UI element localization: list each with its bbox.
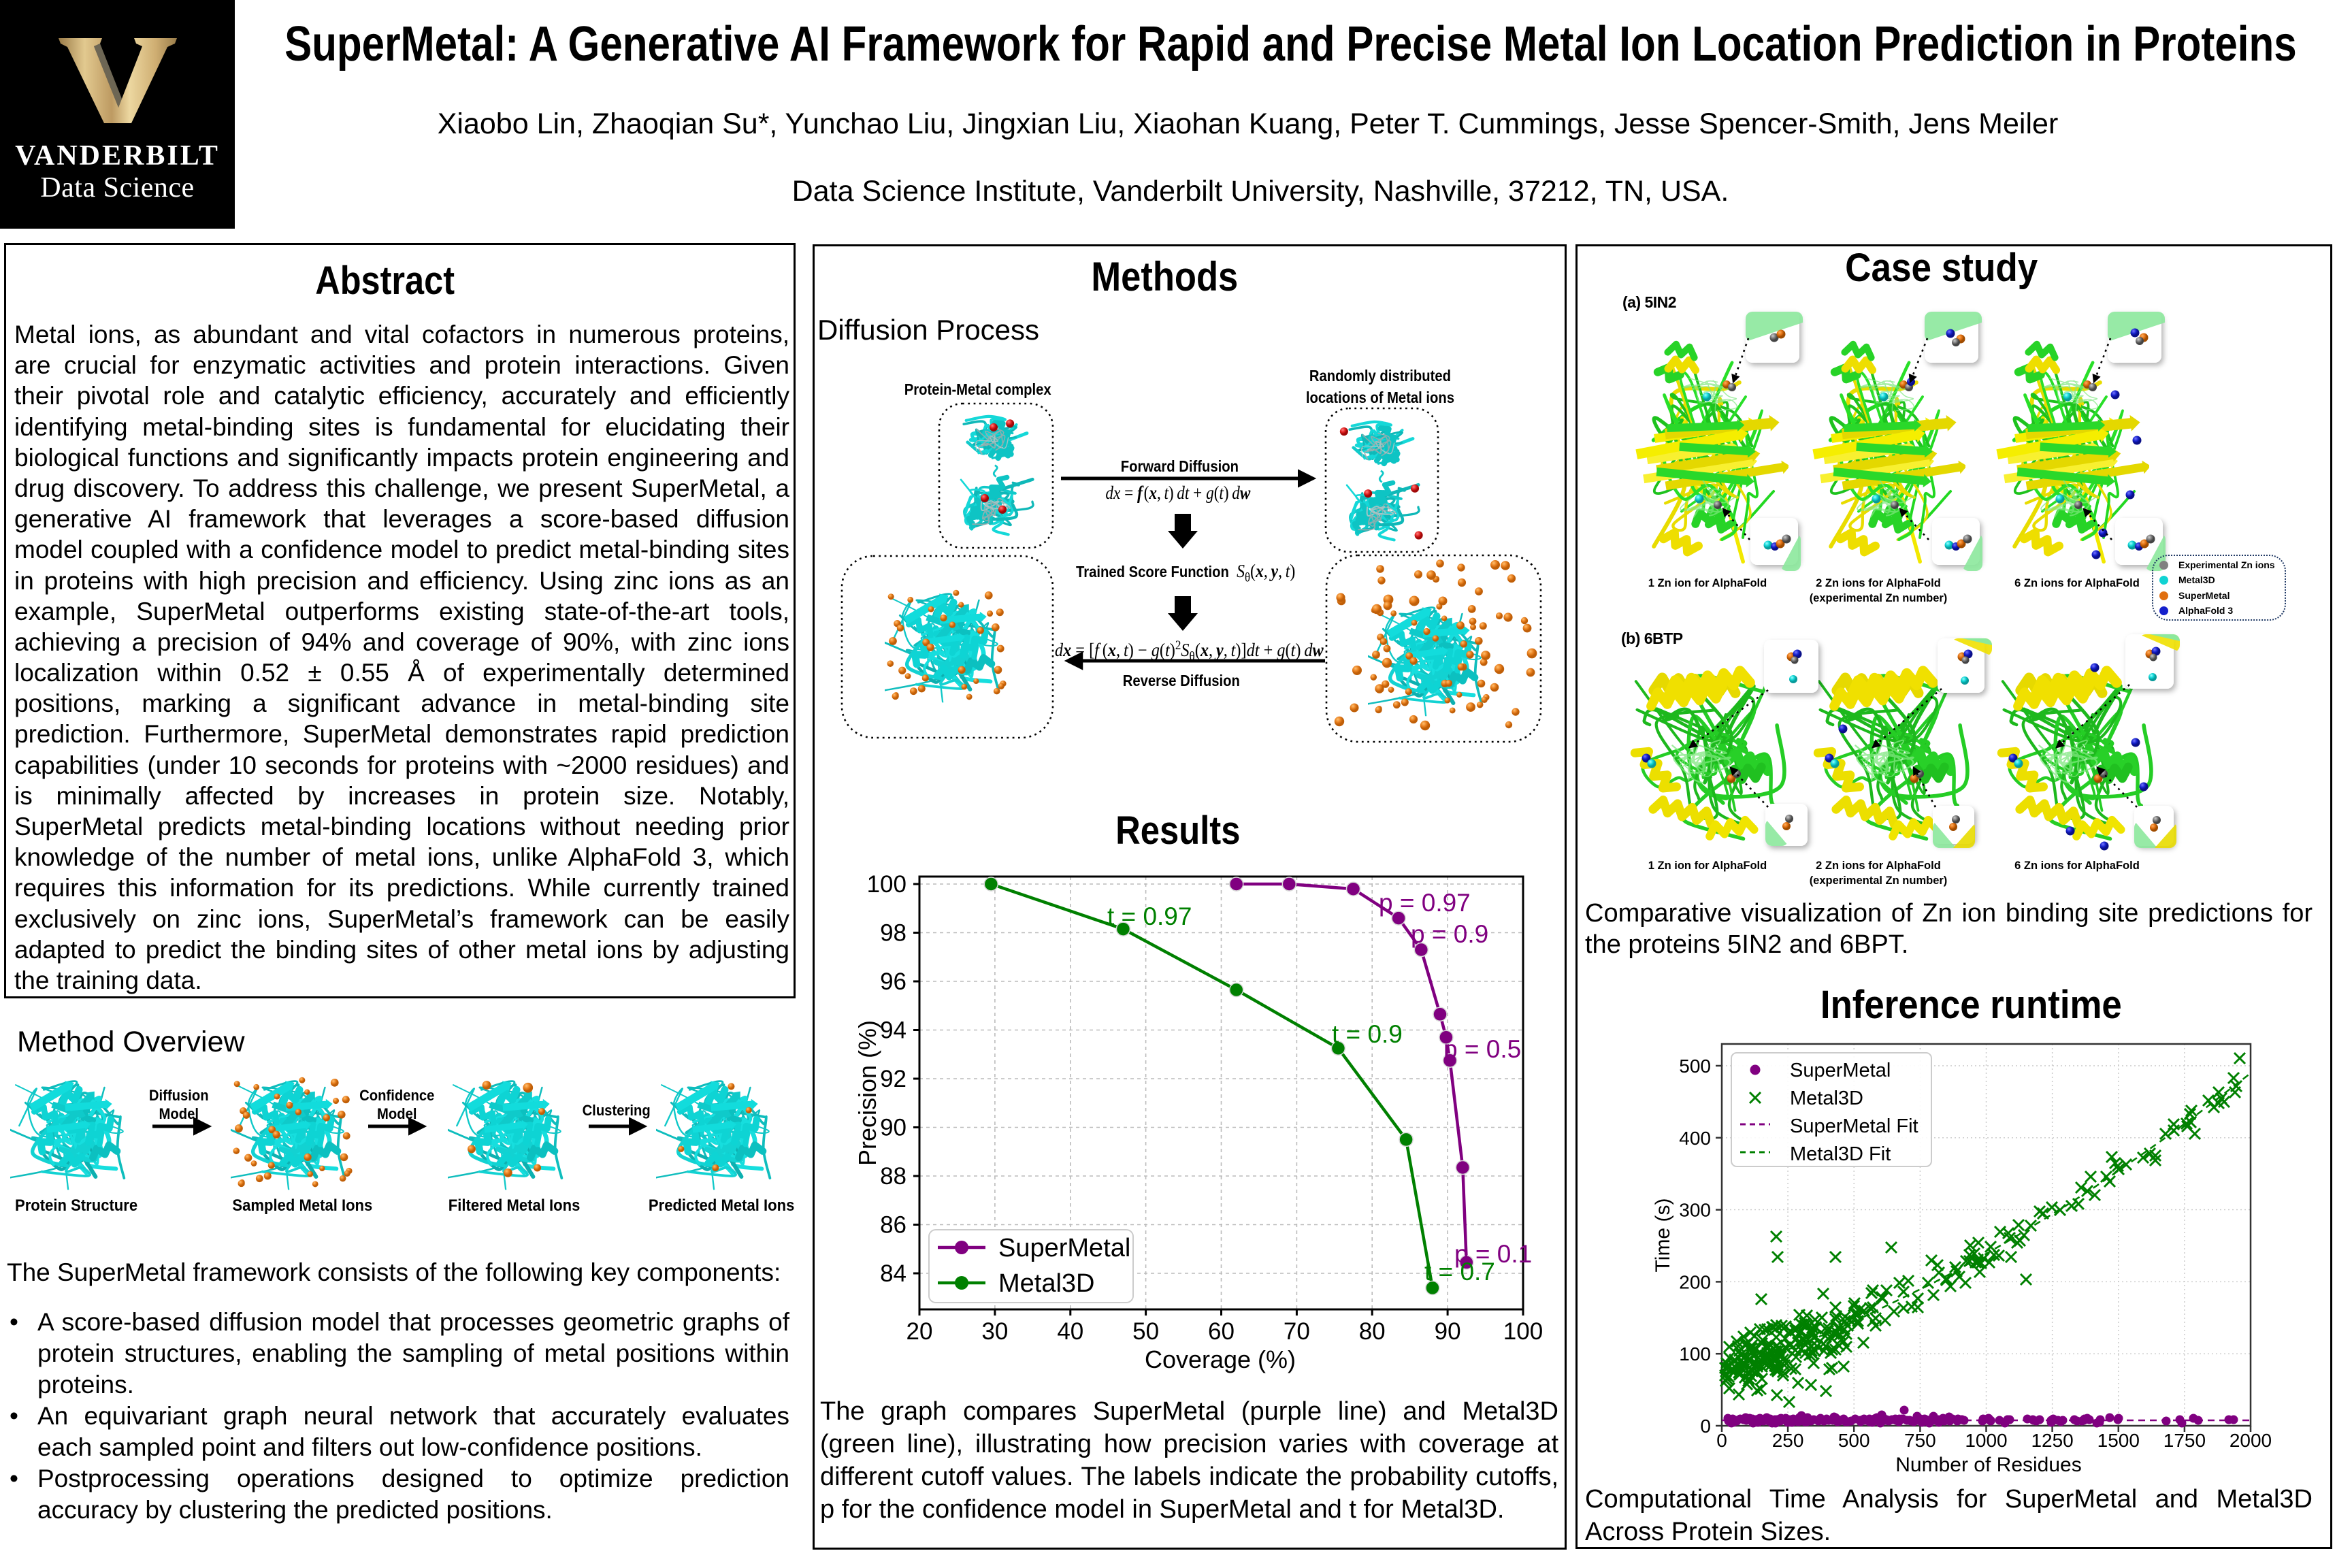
svg-text:Metal3D: Metal3D — [1790, 1088, 1863, 1109]
svg-text:90: 90 — [880, 1115, 906, 1141]
svg-text:96: 96 — [880, 968, 906, 995]
svg-text:Metal3D Fit: Metal3D Fit — [1790, 1143, 1891, 1165]
svg-text:750: 750 — [1904, 1430, 1936, 1451]
svg-text:p = 0.9: p = 0.9 — [1411, 920, 1488, 948]
svg-text:Coverage (%): Coverage (%) — [1145, 1345, 1296, 1373]
svg-text:40: 40 — [1057, 1318, 1083, 1345]
svg-text:90: 90 — [1435, 1318, 1461, 1345]
svg-text:p = 0.5: p = 0.5 — [1443, 1035, 1521, 1063]
svg-text:70: 70 — [1284, 1318, 1310, 1345]
svg-text:1000: 1000 — [1965, 1430, 2007, 1451]
svg-text:0: 0 — [1716, 1430, 1727, 1451]
svg-text:SuperMetal: SuperMetal — [998, 1234, 1130, 1262]
svg-text:Number of Residues: Number of Residues — [1895, 1454, 2081, 1476]
svg-text:60: 60 — [1208, 1318, 1235, 1345]
svg-text:400: 400 — [1679, 1128, 1711, 1149]
svg-text:100: 100 — [1679, 1343, 1711, 1365]
svg-text:p = 0.1: p = 0.1 — [1454, 1240, 1532, 1268]
svg-text:2000: 2000 — [2230, 1430, 2272, 1451]
svg-text:t = 0.7: t = 0.7 — [1424, 1258, 1495, 1286]
svg-text:1750: 1750 — [2163, 1430, 2206, 1451]
svg-text:500: 500 — [1679, 1056, 1711, 1077]
svg-text:92: 92 — [880, 1066, 906, 1092]
svg-text:Metal3D: Metal3D — [998, 1269, 1095, 1298]
svg-text:500: 500 — [1838, 1430, 1870, 1451]
svg-text:t = 0.9: t = 0.9 — [1332, 1020, 1403, 1048]
svg-text:50: 50 — [1132, 1318, 1159, 1345]
svg-text:1250: 1250 — [2031, 1430, 2073, 1451]
svg-text:200: 200 — [1679, 1271, 1711, 1292]
svg-text:94: 94 — [880, 1017, 906, 1044]
svg-text:100: 100 — [867, 871, 906, 898]
svg-text:30: 30 — [981, 1318, 1008, 1345]
svg-text:250: 250 — [1772, 1430, 1804, 1451]
svg-text:SuperMetal Fit: SuperMetal Fit — [1790, 1115, 1918, 1137]
svg-text:100: 100 — [1503, 1318, 1543, 1345]
svg-text:0: 0 — [1700, 1416, 1711, 1437]
svg-text:Time (s): Time (s) — [1652, 1198, 1674, 1273]
svg-text:p = 0.97: p = 0.97 — [1379, 889, 1471, 917]
svg-text:t = 0.97: t = 0.97 — [1107, 902, 1192, 930]
svg-text:Precision (%): Precision (%) — [853, 1020, 881, 1166]
svg-text:300: 300 — [1679, 1200, 1711, 1221]
svg-text:SuperMetal: SuperMetal — [1790, 1060, 1891, 1081]
svg-text:86: 86 — [880, 1212, 906, 1239]
svg-text:88: 88 — [880, 1163, 906, 1190]
svg-text:80: 80 — [1359, 1318, 1386, 1345]
svg-text:1500: 1500 — [2097, 1430, 2140, 1451]
svg-text:84: 84 — [880, 1260, 906, 1287]
svg-text:98: 98 — [880, 920, 906, 947]
svg-text:20: 20 — [906, 1318, 933, 1345]
